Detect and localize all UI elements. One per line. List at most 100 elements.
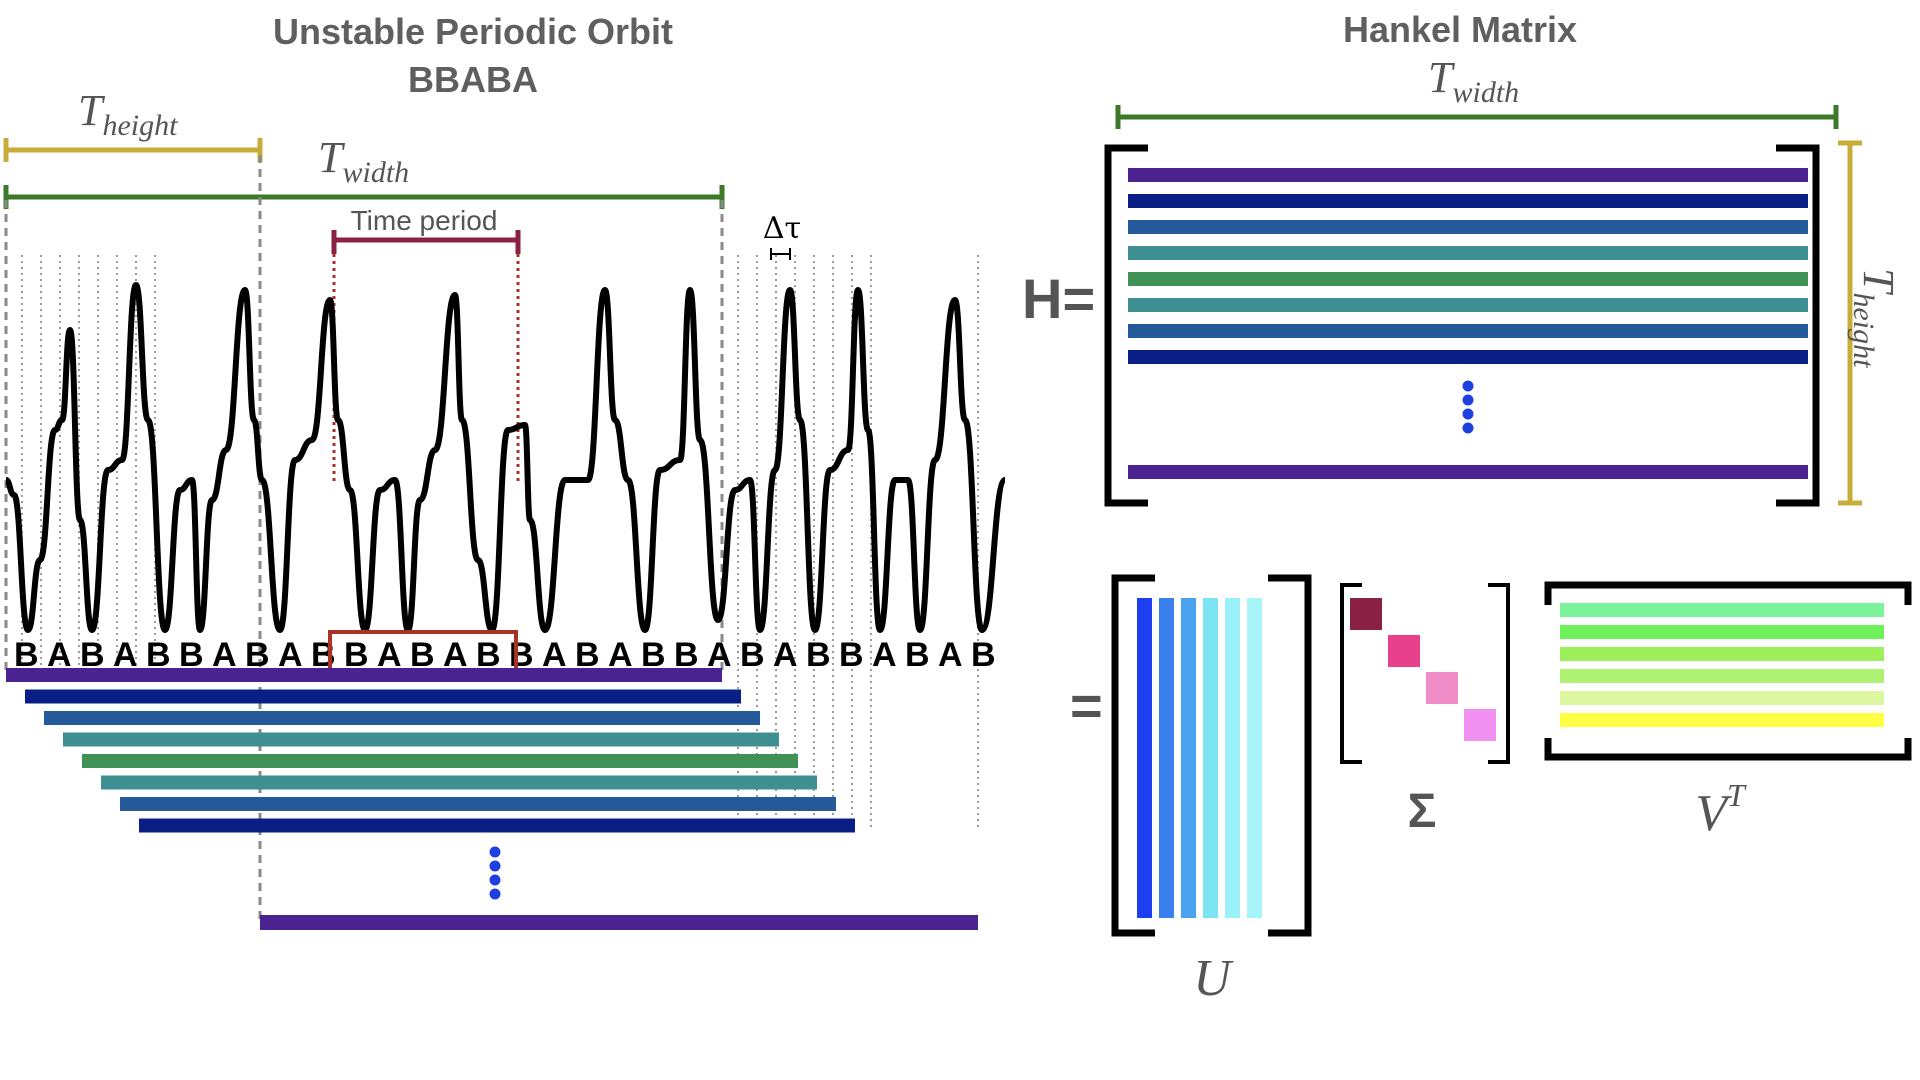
vt-matrix-rows: [1560, 603, 1884, 727]
vt-row: [1560, 691, 1884, 705]
ellipsis-dot: [489, 846, 501, 858]
h-matrix-row: [1128, 246, 1808, 260]
symbol-letter: B: [806, 636, 831, 674]
right-t-width-bar: [1115, 105, 1839, 129]
h-matrix-row: [1128, 272, 1808, 286]
symbol-letter: A: [47, 636, 72, 674]
symbol-letter: B: [641, 636, 666, 674]
sigma-value: [1464, 709, 1496, 741]
vt-row: [1560, 647, 1884, 661]
vt-row: [1560, 669, 1884, 683]
sigma-value: [1350, 598, 1382, 630]
symbol-letter: B: [344, 636, 369, 674]
symbol-letter: B: [839, 636, 864, 674]
vt-row: [1560, 713, 1884, 727]
delay-row: [44, 711, 760, 725]
left-title-line2: BBABA: [408, 59, 538, 100]
symbol-letter: A: [113, 636, 138, 674]
window-boundary-lines: [4, 155, 724, 920]
vt-row: [1560, 625, 1884, 639]
sigma-diagonal-values: [1350, 598, 1496, 741]
left-t-height-label: Theight: [78, 86, 178, 142]
symbol-letter: A: [212, 636, 237, 674]
symbol-letter: A: [938, 636, 963, 674]
u-column: [1137, 598, 1152, 918]
symbol-letter: A: [608, 636, 633, 674]
u-matrix-brackets: [1111, 574, 1312, 937]
right-t-height-label: Theight: [1847, 268, 1903, 368]
symbol-letter: A: [278, 636, 303, 674]
h-matrix-row: [1128, 350, 1808, 364]
sigma-value: [1426, 672, 1458, 704]
symbol-letter: B: [509, 636, 534, 674]
symbol-letter: A: [377, 636, 402, 674]
symbol-letter: B: [740, 636, 765, 674]
ellipsis-dot: [1462, 408, 1474, 420]
vt-matrix-brackets: [1544, 581, 1912, 761]
symbol-letter: B: [245, 636, 270, 674]
delay-row: [82, 754, 798, 768]
delta-tau-label: Δτ: [763, 211, 801, 246]
time-series-signal: [4, 282, 1008, 633]
time-period-label: Time period: [351, 205, 498, 236]
symbol-letter: B: [905, 636, 930, 674]
delay-embedding-rows: [6, 668, 855, 833]
left-ellipsis-dots: [489, 846, 501, 900]
delay-row: [6, 668, 722, 682]
left-title-line1: Unstable Periodic Orbit: [273, 11, 673, 52]
symbol-letter: A: [872, 636, 897, 674]
right-t-width-label: Twidth: [1428, 53, 1519, 109]
symbol-letter: A: [773, 636, 798, 674]
ellipsis-dot: [489, 860, 501, 872]
h-matrix-row: [1128, 168, 1808, 182]
ellipsis-dot: [1462, 380, 1474, 392]
delta-tau-marker: [770, 248, 791, 260]
svd-equals-label: =: [1070, 674, 1103, 737]
ellipsis-dot: [1462, 394, 1474, 406]
h-equals-label: H=: [1022, 267, 1095, 330]
ellipsis-dot: [1462, 422, 1474, 434]
symbol-letter: A: [542, 636, 567, 674]
left-t-width-label: Twidth: [318, 133, 409, 189]
ellipsis-dot: [489, 888, 501, 900]
u-label: U: [1193, 950, 1234, 1007]
ellipsis-dot: [489, 874, 501, 886]
u-column: [1181, 598, 1196, 918]
delay-row: [63, 732, 779, 747]
symbol-letter: B: [14, 636, 39, 674]
u-column: [1247, 598, 1262, 918]
delay-row: [25, 689, 741, 704]
delay-row: [101, 775, 817, 790]
h-matrix-ellipsis-dots: [1462, 380, 1474, 434]
h-matrix-row: [1128, 298, 1808, 312]
delay-row: [139, 818, 855, 833]
h-matrix-row-last: [1128, 465, 1808, 479]
delay-row-last: [260, 915, 978, 930]
time-period-bracket: [331, 230, 521, 485]
h-matrix-row: [1128, 194, 1808, 208]
symbol-letter: B: [476, 636, 501, 674]
symbol-letter: A: [443, 636, 468, 674]
sigma-value: [1388, 635, 1420, 667]
vt-row: [1560, 603, 1884, 617]
h-matrix-row: [1128, 324, 1808, 338]
sigma-label: Σ: [1408, 785, 1437, 838]
sigma-matrix-brackets: [1340, 583, 1510, 764]
symbol-letter: B: [575, 636, 600, 674]
symbol-letter: B: [179, 636, 204, 674]
right-title: Hankel Matrix: [1343, 9, 1577, 50]
symbol-letter: B: [674, 636, 699, 674]
u-column: [1159, 598, 1174, 918]
h-matrix-row: [1128, 220, 1808, 234]
right-t-height-bar: [1838, 140, 1862, 506]
symbol-letter: B: [410, 636, 435, 674]
u-matrix-columns: [1137, 598, 1262, 918]
h-matrix-brackets: [1104, 144, 1820, 507]
symbol-letter: B: [146, 636, 171, 674]
vt-label: VT: [1695, 777, 1747, 842]
symbol-letter: A: [707, 636, 732, 674]
u-column: [1203, 598, 1218, 918]
delay-row: [120, 797, 836, 811]
